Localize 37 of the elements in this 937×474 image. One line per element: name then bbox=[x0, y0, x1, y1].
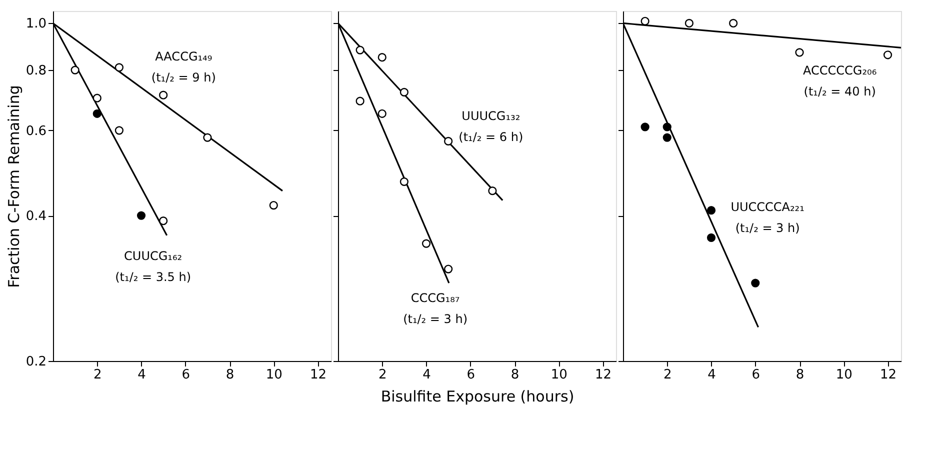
annotation: (t₁/₂ = 6 h) bbox=[458, 130, 524, 144]
x-tick-label: 2 bbox=[663, 368, 672, 382]
x-tick-label: 6 bbox=[182, 368, 190, 382]
annotation: (t₁/₂ = 3 h) bbox=[403, 312, 468, 326]
y-axis-title: Fraction C-Form Remaining bbox=[4, 85, 23, 288]
x-tick-label: 2 bbox=[93, 368, 102, 382]
annotation: (t₁/₂ = 40 h) bbox=[804, 84, 876, 98]
x-tick-label: 12 bbox=[594, 368, 612, 382]
annotation: (t₁/₂ = 9 h) bbox=[151, 70, 216, 84]
annotation: ACCCCCG₂₀₆ bbox=[803, 64, 877, 78]
x-tick-label: 4 bbox=[708, 368, 716, 382]
x-tick-label: 6 bbox=[752, 368, 760, 382]
annotation: UUCCCCA₂₂₁ bbox=[730, 200, 805, 214]
x-tick-label: 4 bbox=[138, 368, 146, 382]
annotation: (t₁/₂ = 3 h) bbox=[735, 221, 800, 235]
x-tick-label: 4 bbox=[422, 368, 431, 382]
annotation: CUUCG₁₆₂ bbox=[124, 249, 182, 263]
x-tick-label: 8 bbox=[226, 368, 234, 382]
x-tick-label: 12 bbox=[310, 368, 327, 382]
y-tick-label: 1.0 bbox=[26, 16, 46, 32]
x-tick-label: 8 bbox=[510, 368, 520, 382]
y-tick-label: 0.4 bbox=[26, 209, 46, 224]
x-tick-label: 10 bbox=[836, 368, 852, 382]
annotation: (t₁/₂ = 3.5 h) bbox=[115, 270, 192, 284]
annotation: CCCG₁₈₇ bbox=[410, 291, 460, 305]
y-tick-label: 0.2 bbox=[26, 354, 46, 370]
annotation: UUUCG₁₃₂ bbox=[462, 109, 520, 123]
annotation: AACCG₁₄₉ bbox=[155, 50, 212, 64]
x-tick-label: 12 bbox=[880, 368, 897, 382]
x-tick-label: 2 bbox=[378, 368, 387, 382]
x-axis-title: Bisulfite Exposure (hours) bbox=[380, 388, 574, 406]
x-tick-label: 10 bbox=[266, 368, 282, 382]
x-tick-label: 8 bbox=[796, 368, 804, 382]
x-tick-label: 10 bbox=[550, 368, 568, 382]
y-tick-label: 0.6 bbox=[26, 124, 46, 139]
x-tick-label: 6 bbox=[466, 368, 476, 382]
y-tick-label: 0.8 bbox=[26, 64, 46, 79]
